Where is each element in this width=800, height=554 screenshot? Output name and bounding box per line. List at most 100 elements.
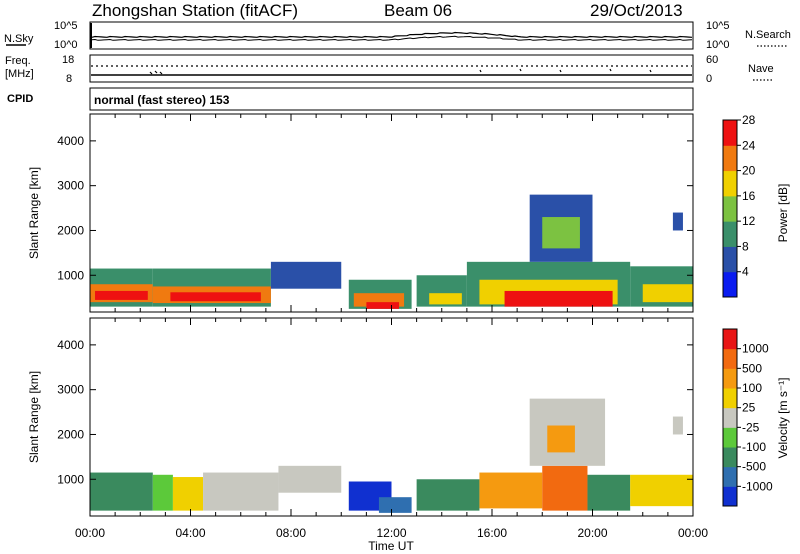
power-block-18 (642, 284, 693, 303)
noise-strip: N.Sky 10^5 10^0 10^5 10^0 N.Search (4, 20, 791, 51)
power-ytick-label: 4000 (57, 134, 84, 148)
noise-left-tick-bottom: 10^0 (54, 39, 78, 51)
velocity-block-9 (542, 465, 588, 511)
velocity-block-8 (479, 472, 543, 509)
velocity-colorbar-label: Velocity [m s⁻¹] (776, 377, 790, 458)
power-colorbar-swatch (723, 246, 737, 273)
freq-unit-label: [MHz] (5, 68, 34, 80)
velocity-colorbar-swatch (723, 466, 737, 487)
noise-search-trace (90, 35, 693, 41)
freq-left-tick-top: 18 (62, 54, 74, 66)
velocity-colorbar-swatch (723, 486, 737, 507)
power-colorbar-swatches (723, 120, 737, 298)
power-colorbar-tick-label: 20 (742, 164, 756, 178)
power-heatmap (90, 194, 693, 309)
velocity-colorbar-tick-label: 100 (742, 381, 762, 395)
velocity-colorbar-swatch (723, 407, 737, 428)
velocity-colorbar-tick-label: -100 (742, 440, 766, 454)
power-ytick-label: 3000 (57, 179, 84, 193)
x-tick-label: 20:00 (577, 526, 607, 540)
noise-sky-trace (90, 31, 693, 38)
x-tick-label: 08:00 (276, 526, 306, 540)
velocity-colorbar-swatch (723, 348, 737, 369)
velocity-block-2 (172, 477, 204, 511)
station-title: Zhongshan Station (fitACF) (92, 1, 298, 20)
power-colorbar-swatch (723, 170, 737, 197)
x-tick-label: 16:00 (477, 526, 507, 540)
power-ylabel: Slant Range [km] (27, 167, 41, 259)
cpid-label: CPID (7, 93, 33, 105)
velocity-block-7 (416, 479, 480, 511)
power-ytick-label: 2000 (57, 223, 84, 237)
noise-right-tick-bottom: 10^0 (706, 39, 730, 51)
velocity-block-3 (203, 472, 279, 511)
velocity-block-13 (630, 474, 693, 507)
x-tick-label: 00:00 (75, 526, 105, 540)
velocity-colorbar-tick-label: -25 (742, 420, 760, 434)
power-colorbar-tick-label: 16 (742, 189, 756, 203)
power-ytick-label: 1000 (57, 268, 84, 282)
velocity-block-1 (152, 474, 173, 511)
noise-search-label: N.Search (745, 29, 791, 41)
cpid-strip: CPID normal (fast stereo) 153 (7, 87, 694, 111)
power-block-6 (270, 261, 342, 289)
velocity-colorbar-swatches (723, 329, 737, 507)
power-colorbar-swatch (723, 221, 737, 247)
velocity-y-axis: 1000 2000 3000 4000 (57, 338, 693, 486)
nave-scatter-dots (149, 68, 652, 75)
velocity-block-10 (587, 474, 631, 511)
velocity-colorbar: 1000 500 100 25 -25 -100 -500 -1000 Velocity [m… (722, 328, 790, 507)
freq-label: Freq. (5, 55, 31, 67)
nave-label: Nave (748, 63, 774, 75)
noise-right-tick-top: 10^5 (706, 20, 730, 32)
velocity-colorbar-swatch (723, 368, 737, 389)
freq-left-tick-bottom: 8 (66, 73, 72, 85)
velocity-block-12 (547, 425, 575, 453)
power-colorbar-swatch (723, 271, 737, 298)
noise-left-tick-top: 10^5 (54, 20, 78, 32)
velocity-colorbar-swatch (723, 427, 737, 448)
power-block-2 (95, 290, 148, 300)
power-panel: 1000 2000 3000 4000 Slant Range [km] (27, 113, 694, 313)
velocity-block-0 (90, 472, 153, 511)
power-block-14 (504, 290, 613, 307)
velocity-colorbar-ticks: 1000 500 100 25 -25 -100 -500 -1000 (737, 342, 773, 493)
power-y-axis: 1000 2000 3000 4000 (57, 134, 693, 282)
power-block-5 (170, 292, 261, 302)
velocity-ytick-label: 1000 (57, 472, 84, 486)
frequency-strip: Freq. [MHz] 18 8 60 0 Nave (5, 54, 774, 85)
velocity-ytick-label: 2000 (57, 427, 84, 441)
velocity-heatmap (90, 398, 693, 513)
power-colorbar: 4 8 12 16 20 24 28 Power [dB] (722, 113, 790, 298)
power-x-ticks (89, 114, 694, 312)
velocity-panel: 1000 2000 3000 4000 Slant Range [km] (27, 317, 694, 517)
velocity-block-14 (672, 416, 683, 435)
velocity-x-ticks (89, 318, 694, 516)
velocity-ylabel: Slant Range [km] (27, 371, 41, 463)
power-colorbar-swatch (723, 145, 737, 172)
velocity-colorbar-tick-label: 500 (742, 361, 762, 375)
velocity-colorbar-tick-label: -500 (742, 460, 766, 474)
power-colorbar-tick-label: 12 (742, 214, 756, 228)
noise-sky-label: N.Sky (4, 33, 34, 45)
cpid-text: normal (fast stereo) 153 (94, 93, 230, 107)
power-colorbar-label: Power [dB] (776, 184, 790, 243)
power-colorbar-tick-label: 28 (742, 113, 756, 127)
velocity-block-4 (278, 465, 342, 493)
power-colorbar-tick-label: 24 (742, 138, 756, 152)
power-colorbar-swatch (723, 195, 737, 222)
velocity-colorbar-swatch (723, 447, 737, 468)
power-block-16 (542, 217, 580, 249)
power-colorbar-ticks: 4 8 12 16 20 24 28 (737, 113, 756, 279)
nave-right-tick-top: 60 (706, 54, 718, 66)
power-block-19 (672, 212, 683, 231)
x-axis-label: Time UT (368, 539, 414, 553)
power-colorbar-tick-label: 8 (742, 239, 749, 253)
x-tick-label: 00:00 (678, 526, 708, 540)
x-tick-label: 04:00 (175, 526, 205, 540)
x-tick-labels: 00:00 04:00 08:00 12:00 16:00 20:00 00:00 (75, 526, 708, 540)
date-title: 29/Oct/2013 (590, 1, 683, 20)
velocity-colorbar-tick-label: -1000 (742, 479, 773, 493)
velocity-ytick-label: 3000 (57, 383, 84, 397)
